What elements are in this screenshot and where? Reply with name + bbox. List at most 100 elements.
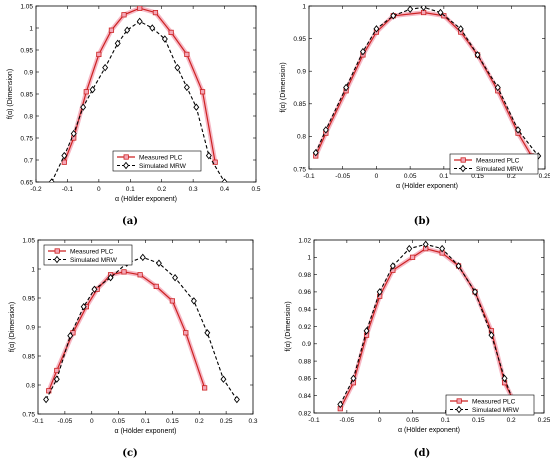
y-tick-label: 0.75: [22, 411, 35, 418]
measured-marker: [46, 388, 52, 394]
simulated-marker: [80, 103, 87, 111]
y-tick-label: 0.84: [298, 393, 311, 400]
measured-marker: [108, 27, 115, 33]
y-tick-label: 0.82: [298, 410, 311, 417]
simulated-marker: [390, 12, 397, 20]
simulated-line: [51, 20, 226, 182]
panel-a: -0.2 -0.1 0 0.1 0.2 0.3 0.4 0.5 0.65 0.7 0.75 0.8 0.…: [7, 3, 261, 227]
simulated-marker: [407, 6, 414, 13]
panel-c: -0.1 -0.05 0 0.05 0.1 0.15 0.2 0.25 0.3 0.75 0.8 0.…: [9, 237, 258, 459]
x-tick-label: 0.2: [157, 186, 166, 193]
y-tick-label: 1: [31, 266, 35, 273]
legend-measured-marker: [456, 398, 462, 404]
x-tick-label: 0: [97, 186, 101, 193]
y-axis-label: f(α) (Dimension): [285, 301, 292, 351]
measured-marker: [54, 367, 60, 374]
simulated-marker: [363, 327, 370, 335]
simulated-marker: [149, 24, 156, 32]
y-tick-label: 1.05: [22, 237, 35, 244]
simulated-marker: [183, 83, 190, 92]
x-axis-label: α (Hölder exponent): [115, 196, 177, 203]
y-axis-label: f(α) (Dimension): [9, 302, 16, 352]
simulated-marker: [43, 395, 50, 404]
legend-simulated-marker: [460, 164, 466, 173]
y-tick-label: 0.9: [297, 69, 306, 76]
x-tick-label: -0.2: [30, 186, 42, 193]
y-tick-label: 0.96: [298, 289, 311, 296]
x-tick-label: 0.25: [539, 173, 550, 180]
x-tick-label: 0.2: [195, 418, 204, 425]
y-tick-label: 0.65: [20, 179, 33, 186]
simulated-marker: [389, 262, 396, 270]
x-tick-label: 0.5: [251, 186, 260, 193]
x-axis-label: α (Hölder exponent): [398, 427, 460, 434]
measured-marker: [168, 29, 174, 36]
x-tick-label: 0.1: [126, 186, 135, 193]
x-tick-label: 0.05: [112, 418, 125, 425]
series-group: [43, 253, 240, 404]
legend-measured-marker: [54, 248, 60, 254]
measured-marker: [169, 298, 175, 304]
simulated-marker: [221, 178, 228, 182]
y-tick-label: 0.88: [298, 358, 311, 365]
panel-d: -0.1 -0.05 0 0.05 0.1 0.15 0.2 0.25 0.82 0.84 0.86…: [285, 237, 550, 459]
x-tick-label: 0: [375, 173, 379, 180]
series-group: [312, 6, 542, 160]
simulated-marker: [114, 39, 121, 48]
legend-measured-marker: [123, 154, 129, 160]
simulated-marker: [437, 8, 444, 17]
simulated-marker: [422, 240, 429, 249]
y-tick-label: 1: [29, 25, 33, 32]
simulated-marker: [80, 302, 87, 311]
legend-simulated-label: Simulated MRW: [139, 163, 187, 170]
x-tick-label: 0: [90, 418, 94, 425]
simulated-marker: [233, 395, 240, 404]
measured-marker: [183, 330, 189, 336]
simulated-marker: [67, 331, 74, 340]
measured-marker: [199, 89, 206, 95]
y-tick-label: 0.8: [24, 113, 33, 120]
y-tick-label: 0.75: [20, 135, 33, 142]
legend-simulated-marker: [123, 161, 129, 170]
simulated-marker: [406, 244, 413, 253]
x-tick-label: -0.1: [308, 417, 320, 424]
simulated-marker: [220, 375, 227, 383]
simulated-marker: [350, 374, 357, 383]
panel-label: (b): [414, 216, 430, 227]
x-tick-label: 0.1: [441, 417, 450, 424]
simulated-marker: [61, 151, 68, 160]
y-tick-label: 1: [302, 3, 306, 10]
y-tick-label: 1: [307, 255, 311, 262]
y-tick-label: 0.98: [298, 272, 311, 279]
x-tick-label: 0.05: [404, 173, 417, 180]
simulated-marker: [376, 288, 383, 296]
y-tick-label: 0.94: [298, 307, 311, 314]
simulated-marker: [322, 126, 329, 134]
x-tick-label: 0.25: [220, 418, 233, 425]
measured-marker: [96, 51, 102, 58]
simulated-marker: [488, 331, 495, 339]
x-tick-label: 0.2: [507, 417, 516, 424]
simulated-marker: [501, 374, 508, 383]
simulated-marker: [107, 273, 114, 282]
simulated-marker: [205, 151, 212, 160]
simulated-marker: [193, 103, 200, 111]
simulated-marker: [89, 85, 96, 94]
y-tick-label: 1.05: [20, 3, 33, 10]
simulated-line: [45, 256, 238, 400]
legend-measured-label: Measured PLC: [476, 157, 520, 164]
plot-area: [308, 5, 546, 170]
legend-simulated-label: Simulated MRW: [476, 166, 524, 173]
simulated-marker: [190, 297, 197, 305]
simulated-marker: [337, 400, 344, 409]
simulated-marker: [139, 253, 146, 262]
simulated-marker: [155, 259, 162, 267]
simulated-marker: [136, 17, 143, 26]
simulated-marker: [174, 63, 181, 72]
panel-b: -0.1 -0.05 0 0.05 0.1 0.15 0.2 0.25 0.75 0.8 0.85 0…: [280, 3, 550, 227]
x-tick-label: -0.05: [335, 173, 350, 180]
x-tick-label: 0.15: [472, 417, 485, 424]
x-tick-label: 0: [378, 417, 382, 424]
x-tick-label: 0.05: [406, 417, 419, 424]
